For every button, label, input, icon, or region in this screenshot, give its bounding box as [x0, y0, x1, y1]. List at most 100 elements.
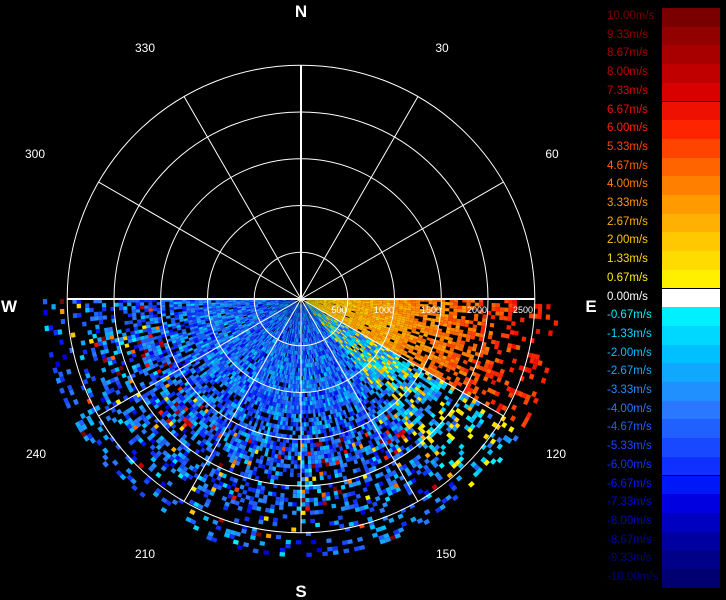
velocity-cell [453, 371, 459, 377]
velocity-cell [394, 348, 400, 353]
velocity-cell [304, 303, 308, 307]
velocity-cell [259, 455, 265, 461]
velocity-cell [303, 317, 305, 322]
velocity-cell [353, 342, 358, 347]
velocity-cell [444, 336, 450, 341]
velocity-cell [348, 302, 353, 304]
velocity-cell [305, 498, 310, 503]
velocity-cell [340, 387, 345, 393]
velocity-cell [318, 501, 323, 506]
velocity-cell [507, 343, 513, 349]
velocity-cell [317, 319, 321, 324]
velocity-cell [320, 359, 324, 365]
velocity-cell [351, 442, 356, 448]
velocity-cell [305, 354, 308, 360]
velocity-cell [325, 353, 329, 358]
velocity-cell [493, 344, 499, 350]
velocity-cell [384, 316, 389, 320]
velocity-cell [318, 437, 323, 443]
velocity-cell [402, 309, 407, 313]
velocity-cell [432, 330, 438, 334]
velocity-cell [285, 539, 291, 545]
velocity-cell [310, 300, 315, 302]
velocity-cell [411, 340, 417, 345]
velocity-cell [321, 492, 326, 498]
velocity-cell [410, 310, 416, 314]
velocity-cell [364, 307, 370, 309]
velocity-cell [307, 455, 312, 461]
velocity-cell [471, 328, 477, 333]
velocity-cell [328, 337, 332, 342]
velocity-cell [319, 300, 324, 302]
velocity-cell [469, 423, 476, 430]
velocity-cell [311, 318, 314, 323]
velocity-cell [398, 365, 404, 370]
velocity-cell [342, 409, 347, 415]
velocity-cell [395, 452, 401, 459]
velocity-cell [376, 400, 381, 406]
velocity-cell [339, 446, 344, 452]
velocity-cell [293, 409, 297, 414]
velocity-cell [461, 309, 467, 313]
velocity-cell [303, 304, 305, 309]
velocity-cell [285, 361, 288, 367]
velocity-cell [356, 351, 361, 356]
velocity-cell [325, 309, 330, 312]
velocity-cell [344, 395, 349, 401]
velocity-cell [452, 352, 458, 357]
velocity-cell [430, 360, 436, 366]
velocity-cell [112, 459, 119, 466]
velocity-cell [352, 396, 357, 401]
velocity-cell [292, 392, 296, 397]
velocity-cell [280, 416, 284, 422]
velocity-cell [332, 322, 337, 326]
velocity-cell [305, 320, 307, 326]
velocity-cell [363, 464, 369, 470]
velocity-cell [353, 335, 358, 340]
velocity-cell [429, 393, 435, 400]
velocity-cell [246, 433, 251, 439]
velocity-cell [328, 405, 332, 411]
velocity-cell [475, 422, 482, 429]
velocity-cell [351, 433, 356, 439]
velocity-cell [401, 344, 407, 348]
velocity-cell [375, 486, 382, 492]
velocity-cell [285, 417, 289, 422]
velocity-cell [414, 386, 420, 392]
velocity-cell [312, 312, 316, 316]
velocity-cell [322, 331, 326, 336]
velocity-cell [303, 350, 305, 356]
velocity-cell [271, 449, 276, 454]
velocity-cell [357, 536, 364, 542]
velocity-cell [295, 439, 299, 444]
velocity-cell [316, 320, 320, 325]
velocity-cell [353, 546, 360, 552]
velocity-cell [327, 300, 332, 302]
velocity-cell [265, 404, 269, 410]
velocity-cell [324, 406, 328, 412]
velocity-cell [424, 354, 430, 359]
velocity-cell [402, 311, 407, 315]
velocity-cell [346, 331, 351, 335]
velocity-cell [257, 497, 263, 503]
velocity-cell [278, 368, 282, 374]
velocity-cell [294, 359, 296, 364]
velocity-cell [327, 301, 332, 303]
velocity-cell [445, 329, 451, 334]
velocity-cell [376, 384, 381, 390]
velocity-cell [378, 300, 383, 303]
velocity-cell [465, 415, 472, 421]
velocity-cell [285, 400, 289, 405]
velocity-cell [351, 424, 356, 430]
velocity-cell [392, 316, 398, 320]
velocity-cell [285, 335, 289, 341]
velocity-cell [348, 456, 354, 462]
velocity-cell [286, 370, 289, 376]
velocity-cell [317, 334, 320, 339]
velocity-cell [290, 455, 295, 461]
velocity-cell [301, 447, 305, 452]
velocity-cell [341, 423, 346, 429]
velocity-cell [292, 371, 295, 376]
velocity-cell [328, 356, 332, 362]
velocity-cell [340, 354, 344, 359]
